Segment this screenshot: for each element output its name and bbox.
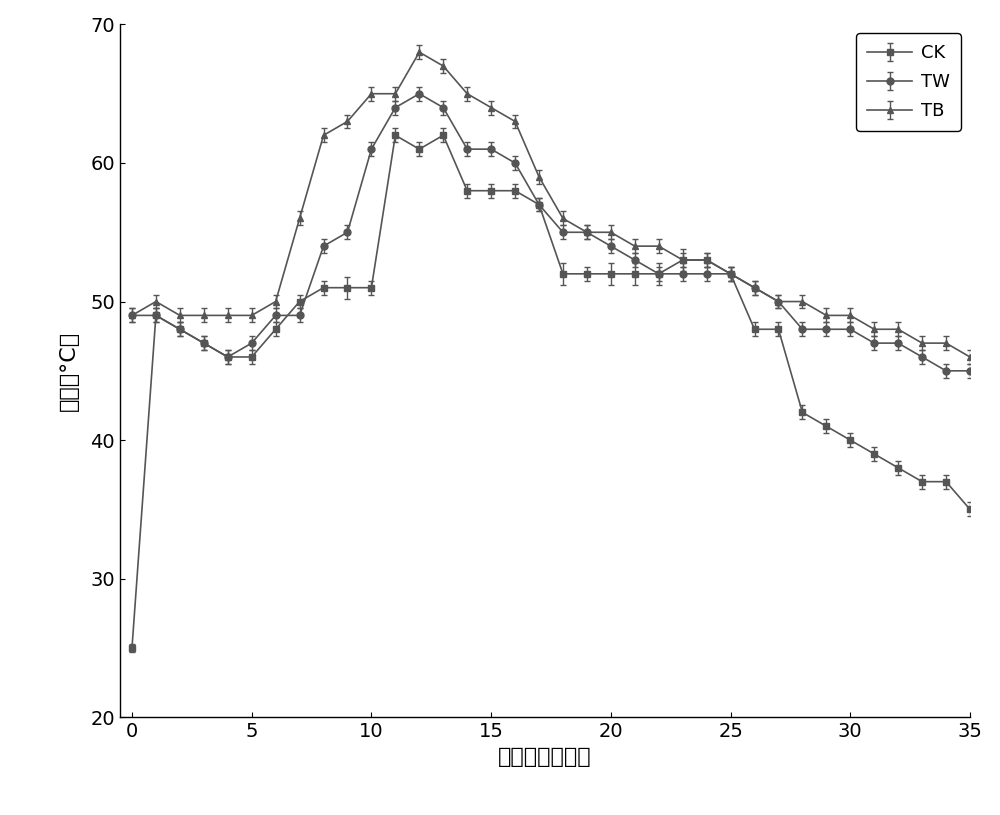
Legend: CK, TW, TB: CK, TW, TB [856,33,961,131]
X-axis label: 堆肥时间（天）: 堆肥时间（天） [498,747,592,767]
Y-axis label: 温度（°C）: 温度（°C） [59,331,79,411]
